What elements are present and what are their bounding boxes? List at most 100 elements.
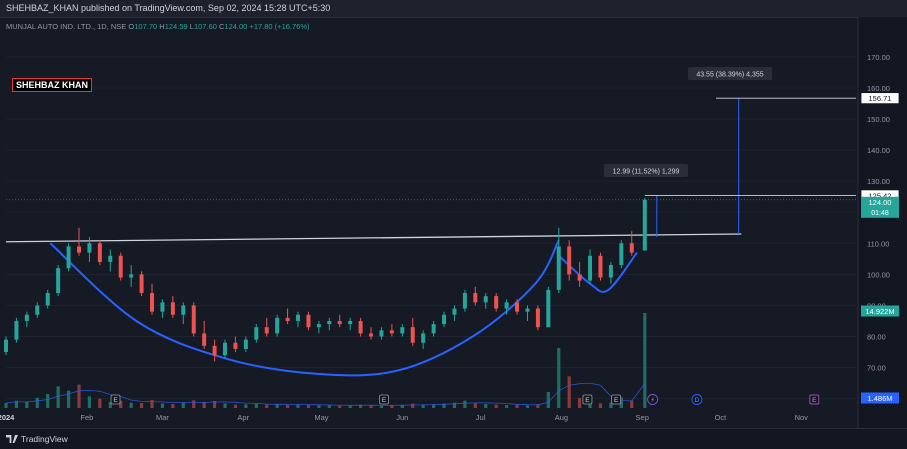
candle [348, 317, 353, 331]
candle [264, 317, 269, 337]
y-tick-label: 160.00 [867, 84, 890, 93]
volume-bar [643, 313, 647, 408]
earnings-marker-icon [110, 394, 121, 405]
y-tick-label: 70.00 [867, 364, 886, 373]
volume-bar [119, 400, 123, 408]
measure-short-label: 12.99 (11.52%) 1,299 [613, 169, 680, 176]
candle-body [515, 302, 520, 312]
volume-bar [98, 398, 102, 408]
x-tick-label: Oct [715, 413, 728, 422]
x-tick-label: May [314, 413, 328, 422]
candle-body [296, 314, 301, 321]
resistance-line [5, 233, 742, 243]
candle-body [504, 302, 509, 309]
volume-bar [171, 404, 175, 408]
candle-body [181, 305, 186, 315]
candle-body [348, 320, 353, 325]
measure-long-label: 43.55 (38.39%) 4,355 [696, 72, 763, 79]
candle [431, 320, 436, 337]
candle-body [275, 317, 280, 334]
candle [129, 265, 134, 287]
candle-body [619, 243, 624, 266]
x-tick-label: Mar [156, 413, 169, 422]
candle [389, 324, 394, 337]
volume-bar [630, 400, 634, 408]
volume-bar [546, 392, 550, 408]
candle-body [56, 268, 61, 294]
candle [642, 197, 647, 251]
split-marker-icon [647, 394, 659, 405]
candle-body [4, 339, 8, 353]
volume-bar [598, 403, 603, 408]
upcoming-earnings-marker-label: E [812, 397, 817, 404]
volume-bar [77, 384, 81, 408]
volume-ma-tag-text: 14.922M [865, 307, 894, 316]
candle [577, 261, 582, 287]
volume-bar [160, 403, 165, 408]
volume-bar [56, 386, 60, 408]
candle [473, 286, 478, 306]
candle-body [285, 317, 290, 321]
close-label: C [218, 22, 225, 31]
candle-body [494, 296, 499, 309]
candle-body [358, 320, 363, 334]
candle [296, 311, 301, 328]
volume-bar [129, 402, 133, 408]
tradingview-logo[interactable]: TradingView [6, 434, 68, 444]
candle [24, 311, 29, 328]
candle-body [452, 308, 457, 315]
volume-bar [452, 402, 457, 408]
candle-body [337, 320, 342, 325]
volume-bar [244, 404, 248, 408]
candle [202, 320, 207, 349]
candle [504, 299, 509, 315]
candle [556, 227, 561, 294]
x-tick-label: Jun [396, 413, 408, 422]
volume-bar [432, 404, 436, 408]
candle-body [150, 293, 155, 312]
measure-short-box [604, 164, 688, 177]
cup-curve [49, 239, 560, 377]
volume-bar [348, 405, 352, 408]
symbol-legend: MUNJAL AUTO IND. LTD., 1D, NSE O107.70 H… [6, 22, 310, 31]
grid-lines [6, 56, 856, 400]
volume-ma-tag-bg [861, 305, 899, 317]
volume-bar [588, 401, 592, 408]
volume-bar [359, 404, 363, 408]
volume-bar [317, 405, 321, 408]
candle-body [442, 314, 447, 325]
candle-body [462, 293, 467, 309]
candle [400, 324, 405, 337]
candle-body [233, 342, 238, 349]
volume-bar [421, 404, 425, 408]
y-tick-label: 80.00 [867, 333, 886, 342]
candle-body [306, 314, 311, 328]
volume-ma-tag: 14.922M [861, 305, 899, 317]
price-axis-panel [858, 17, 907, 428]
candle [275, 314, 280, 337]
dividend-marker-label: D [695, 397, 700, 404]
candle-body [369, 333, 374, 337]
candle [379, 327, 384, 340]
candle [139, 271, 144, 297]
earnings-marker-label: E [585, 397, 590, 404]
candle-body [170, 302, 175, 315]
volume-bar [369, 405, 373, 408]
last-price-tag-bg [861, 196, 899, 218]
low-value: 107.60 [193, 22, 217, 31]
first-target-tag-text: 125.42 [869, 191, 892, 200]
candle [494, 293, 499, 312]
footer-bar: TradingView [0, 428, 907, 449]
candle-body [546, 289, 551, 328]
tradingview-logo-icon [6, 435, 18, 443]
earnings-marker-label: E [382, 397, 387, 404]
high-label: H [159, 22, 165, 31]
target-price-tag-bg [860, 92, 900, 105]
candle [358, 317, 363, 337]
x-tick-label: Nov [795, 413, 809, 422]
volume-bar [202, 402, 206, 408]
candle-body [139, 274, 144, 294]
candle [316, 320, 321, 334]
candle-body [45, 293, 50, 306]
